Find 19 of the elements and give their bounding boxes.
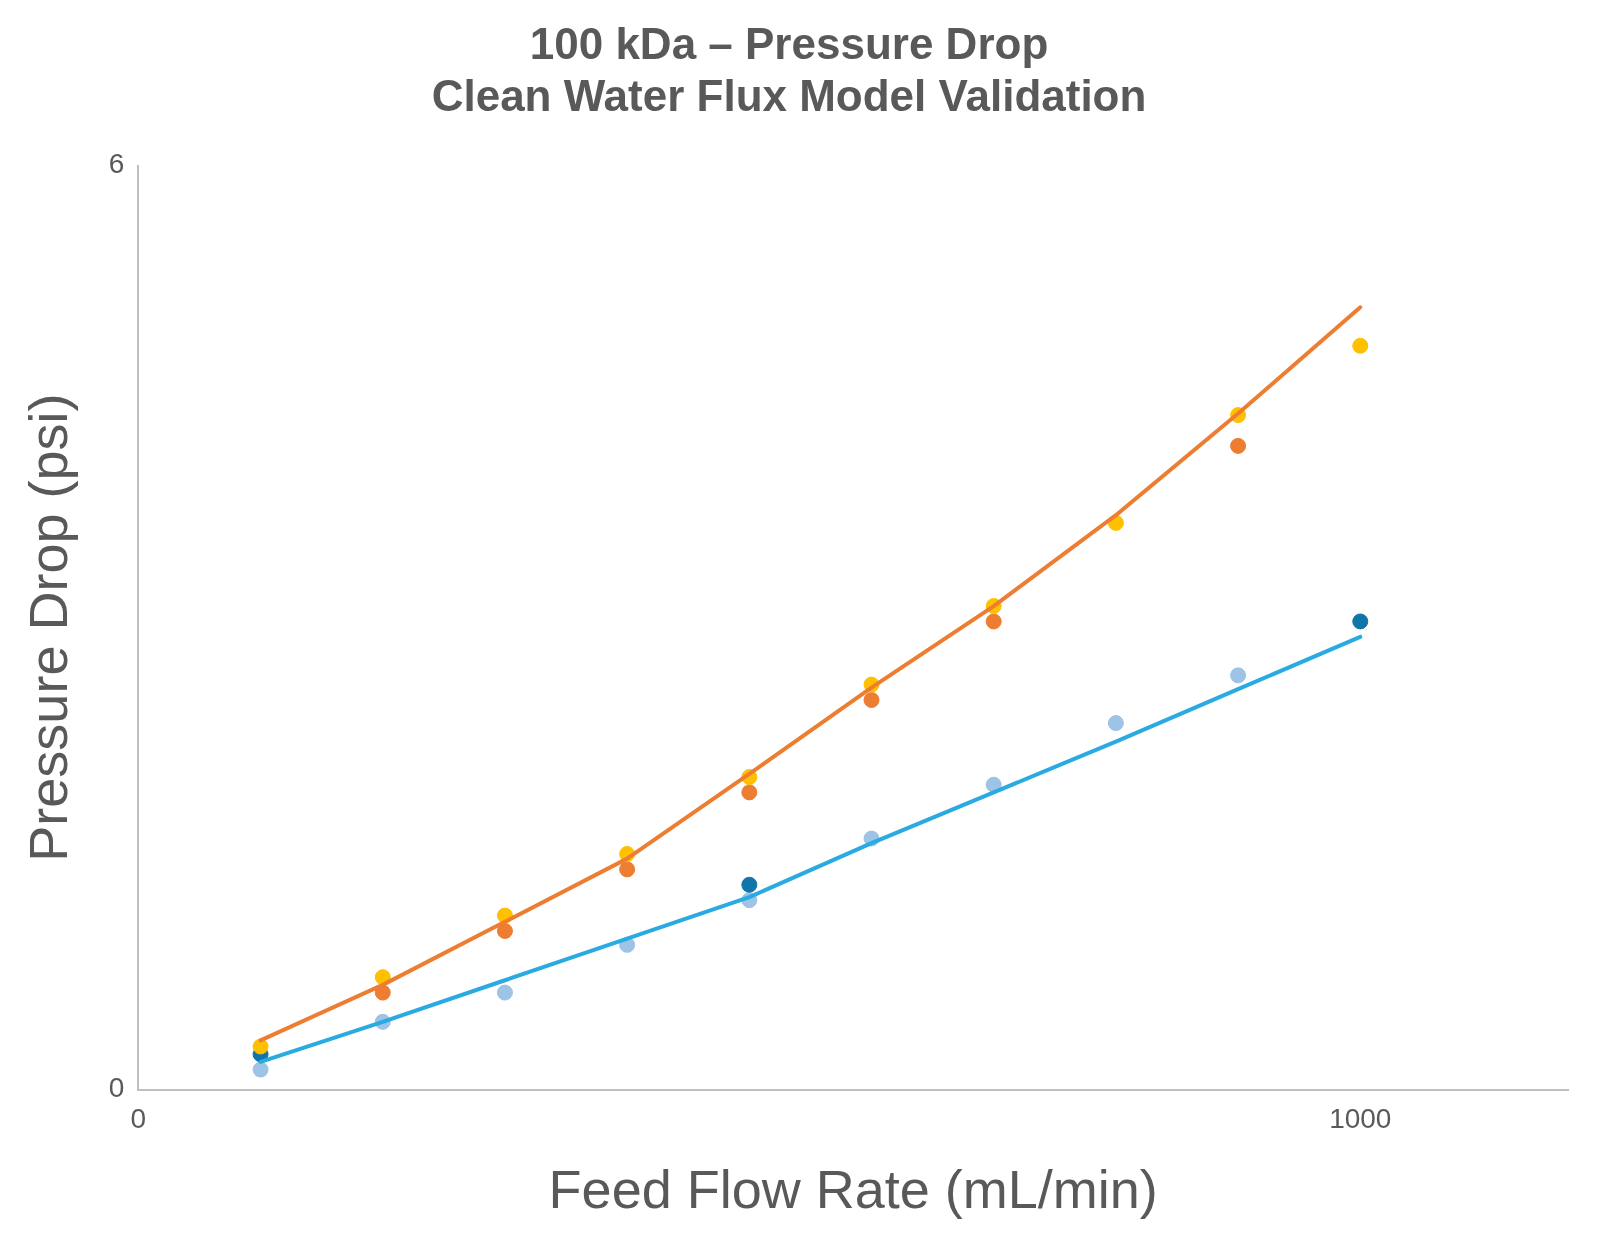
x-tick-label: 1000 — [1329, 1103, 1392, 1135]
chart-title: 100 kDa – Pressure Drop Clean Water Flux Model Validation — [431, 18, 1147, 121]
point — [741, 876, 758, 893]
point — [863, 691, 880, 708]
point — [1230, 437, 1247, 454]
point — [496, 922, 513, 939]
point — [1107, 715, 1124, 732]
point — [1352, 337, 1369, 354]
point — [1230, 667, 1247, 684]
point — [252, 1061, 269, 1078]
point — [619, 861, 636, 878]
point — [1352, 613, 1369, 630]
point — [252, 1038, 269, 1055]
y-axis-title: Pressure Drop (psi) — [18, 393, 79, 862]
point — [985, 613, 1002, 630]
x-axis-title: Feed Flow Rate (mL/min) — [548, 1159, 1158, 1220]
point — [496, 984, 513, 1001]
y-tick-label: 6 — [108, 148, 125, 180]
point — [741, 784, 758, 801]
